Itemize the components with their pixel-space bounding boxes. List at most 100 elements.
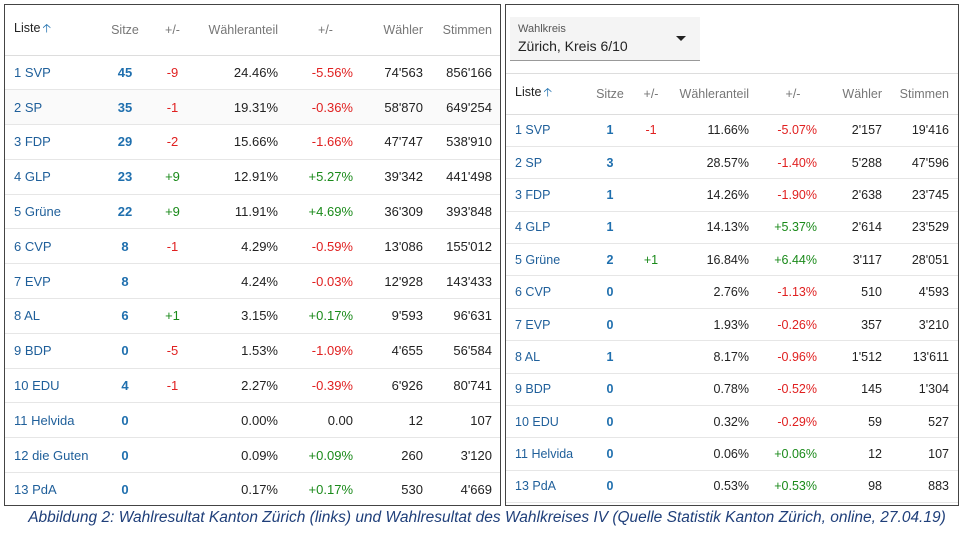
voters-value: 47'747 <box>363 124 433 160</box>
table-row: 4 GLP 1 14.13% +5.37% 2'614 23'529 <box>506 211 958 245</box>
seats-change-value: -1 <box>631 114 671 147</box>
canton-results-table: Liste 🡡 Sitze +/- Wähleranteil +/- Wähler… <box>5 5 500 505</box>
divider <box>506 61 958 74</box>
vote-share-value: 15.66% <box>195 124 288 160</box>
party-link[interactable]: 5 Grüne <box>5 194 100 230</box>
votes-value: 107 <box>433 402 500 439</box>
vote-share-value: 19.31% <box>195 89 288 126</box>
party-link[interactable]: 6 CVP <box>506 275 589 309</box>
column-header-stimmen[interactable]: Stimmen <box>433 5 500 56</box>
column-header-liste[interactable]: Liste 🡡 <box>5 5 100 56</box>
party-link[interactable]: 6 CVP <box>5 228 100 265</box>
table-row: 7 EVP 8 4.24% -0.03% 12'928 143'433 <box>5 263 500 300</box>
district-results-table: Liste 🡡 Sitze +/- Wähleranteil +/- Wähler… <box>506 74 958 504</box>
seats-change-value <box>631 373 671 407</box>
vote-share-value: 3.15% <box>195 298 288 334</box>
voters-value: 2'614 <box>827 211 892 245</box>
column-header-waehler[interactable]: Wähler <box>363 5 433 56</box>
party-link[interactable]: 3 FDP <box>506 178 589 212</box>
column-header-stimmen[interactable]: Stimmen <box>892 74 958 115</box>
column-header-waehleranteil[interactable]: Wähleranteil <box>195 5 288 56</box>
party-link[interactable]: 10 EDU <box>506 405 589 439</box>
seats-value: 6 <box>100 298 150 334</box>
voters-value: 9'593 <box>363 298 433 334</box>
seats-change-value <box>631 178 671 212</box>
party-link[interactable]: 4 GLP <box>5 159 100 195</box>
column-header-sitze-delta[interactable]: +/- <box>631 74 671 115</box>
votes-value: 107 <box>892 437 958 471</box>
party-link[interactable]: 1 SVP <box>506 114 589 147</box>
seats-change-value <box>631 275 671 309</box>
party-link[interactable]: 11 Helvida <box>506 437 589 471</box>
voters-value: 12'928 <box>363 263 433 300</box>
votes-value: 856'166 <box>433 55 500 91</box>
voters-value: 4'655 <box>363 333 433 369</box>
seats-value: 0 <box>589 405 631 439</box>
table-row: 9 BDP 0 0.78% -0.52% 145 1'304 <box>506 373 958 407</box>
votes-value: 538'910 <box>433 124 500 160</box>
vote-share-value: 2.27% <box>195 368 288 404</box>
voters-value: 59 <box>827 405 892 439</box>
seats-value: 45 <box>100 55 150 91</box>
party-link[interactable]: 1 SVP <box>5 55 100 91</box>
party-link[interactable]: 13 PdA <box>5 472 100 505</box>
party-link[interactable]: 12 die Guten <box>5 437 100 474</box>
wahlkreis-select[interactable]: Wahlkreis Zürich, Kreis 6/10 <box>510 17 700 61</box>
vote-share-value: 12.91% <box>195 159 288 195</box>
district-results-panel: Wahlkreis Zürich, Kreis 6/10 Liste 🡡 Sitz… <box>505 4 959 506</box>
table-row: 10 EDU 0 0.32% -0.29% 59 527 <box>506 405 958 439</box>
vote-share-value: 0.09% <box>195 437 288 474</box>
seats-change-value <box>631 211 671 245</box>
seats-value: 0 <box>589 275 631 309</box>
sort-ascending-icon[interactable]: 🡡 <box>543 85 553 100</box>
vote-share-change-value: -0.59% <box>288 228 363 265</box>
party-link[interactable]: 3 FDP <box>5 124 100 160</box>
vote-share-change-value: +5.37% <box>759 211 827 245</box>
party-link[interactable]: 11 Helvida <box>5 402 100 439</box>
table-row: 13 PdA 0 0.53% +0.53% 98 883 <box>506 470 958 504</box>
party-link[interactable]: 8 AL <box>506 340 589 374</box>
table-row: 13 PdA 0 0.17% +0.17% 530 4'669 <box>5 472 500 505</box>
column-header-sitze-delta[interactable]: +/- <box>150 5 195 56</box>
vote-share-value: 0.53% <box>671 470 759 504</box>
votes-value: 1'304 <box>892 373 958 407</box>
voters-value: 36'309 <box>363 194 433 230</box>
column-header-sitze[interactable]: Sitze <box>100 5 150 56</box>
party-link[interactable]: 9 BDP <box>506 373 589 407</box>
voters-value: 39'342 <box>363 159 433 195</box>
table-row: 5 Grüne 2 +1 16.84% +6.44% 3'117 28'051 <box>506 243 958 277</box>
column-header-waehleranteil[interactable]: Wähleranteil <box>671 74 759 115</box>
column-header-liste[interactable]: Liste 🡡 <box>506 74 589 115</box>
vote-share-value: 14.26% <box>671 178 759 212</box>
voters-value: 530 <box>363 472 433 505</box>
column-header-waehler[interactable]: Wähler <box>827 74 892 115</box>
vote-share-change-value: -1.90% <box>759 178 827 212</box>
party-link[interactable]: 2 SP <box>506 146 589 180</box>
seats-value: 0 <box>100 333 150 369</box>
party-link[interactable]: 7 EVP <box>506 308 589 342</box>
party-link[interactable]: 13 PdA <box>506 470 589 504</box>
votes-value: 527 <box>892 405 958 439</box>
column-header-anteil-delta[interactable]: +/- <box>288 5 363 56</box>
seats-value: 1 <box>589 178 631 212</box>
vote-share-change-value: -5.56% <box>288 55 363 91</box>
voters-value: 5'288 <box>827 146 892 180</box>
votes-value: 441'498 <box>433 159 500 195</box>
party-link[interactable]: 7 EVP <box>5 263 100 300</box>
party-link[interactable]: 2 SP <box>5 89 100 126</box>
voters-value: 74'563 <box>363 55 433 91</box>
seats-change-value: -2 <box>150 124 195 160</box>
vote-share-value: 1.93% <box>671 308 759 342</box>
votes-value: 143'433 <box>433 263 500 300</box>
sort-ascending-icon[interactable]: 🡡 <box>42 21 52 36</box>
column-header-anteil-delta[interactable]: +/- <box>759 74 827 115</box>
party-link[interactable]: 10 EDU <box>5 368 100 404</box>
party-link[interactable]: 4 GLP <box>506 211 589 245</box>
party-link[interactable]: 9 BDP <box>5 333 100 369</box>
party-link[interactable]: 8 AL <box>5 298 100 334</box>
column-header-sitze[interactable]: Sitze <box>589 74 631 115</box>
party-link[interactable]: 5 Grüne <box>506 243 589 277</box>
seats-change-value <box>631 405 671 439</box>
table-header-row: Liste 🡡 Sitze +/- Wähleranteil +/- Wähler… <box>506 74 958 115</box>
chevron-down-icon[interactable] <box>676 36 686 41</box>
